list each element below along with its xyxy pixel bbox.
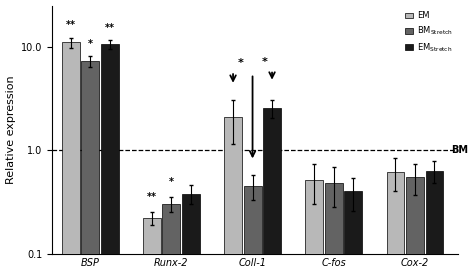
Bar <box>224 117 242 274</box>
Text: **: ** <box>105 23 115 33</box>
Bar <box>426 171 444 274</box>
Bar <box>62 42 80 274</box>
Bar <box>143 218 161 274</box>
Text: *: * <box>169 177 174 187</box>
Bar <box>81 61 99 274</box>
Bar <box>406 177 424 274</box>
Bar <box>344 191 362 274</box>
Y-axis label: Relative expression: Relative expression <box>6 75 16 184</box>
Bar <box>163 204 180 274</box>
Bar <box>325 183 343 274</box>
Legend: EM, BM$\mathregular{_{\sf Stretch}}$, EM$\mathregular{_{\sf Stretch}}$: EM, BM$\mathregular{_{\sf Stretch}}$, EM… <box>403 10 454 55</box>
Text: *: * <box>88 39 92 49</box>
Bar <box>244 186 262 274</box>
Bar <box>263 108 281 274</box>
Bar <box>386 172 404 274</box>
Bar <box>100 44 118 274</box>
Bar <box>182 194 200 274</box>
Bar <box>305 179 323 274</box>
Text: **: ** <box>147 192 157 202</box>
Text: *: * <box>237 58 243 68</box>
Text: *: * <box>262 57 268 67</box>
Text: **: ** <box>65 20 76 30</box>
Text: BM: BM <box>451 145 468 155</box>
